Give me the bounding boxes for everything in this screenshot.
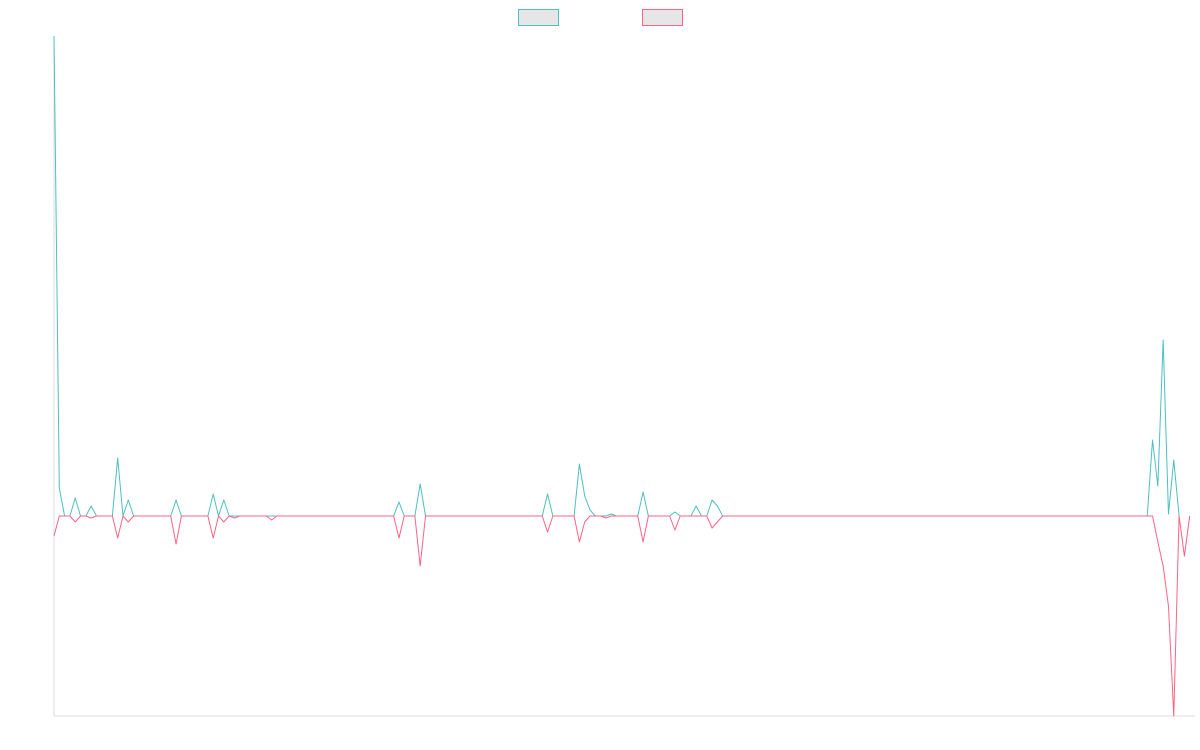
series-line-2 xyxy=(53,515,1191,717)
axes xyxy=(53,36,1195,717)
legend xyxy=(518,9,683,26)
legend-swatch-1[interactable] xyxy=(518,9,559,26)
legend-swatch-2[interactable] xyxy=(642,9,683,26)
series-lines xyxy=(53,35,1191,717)
